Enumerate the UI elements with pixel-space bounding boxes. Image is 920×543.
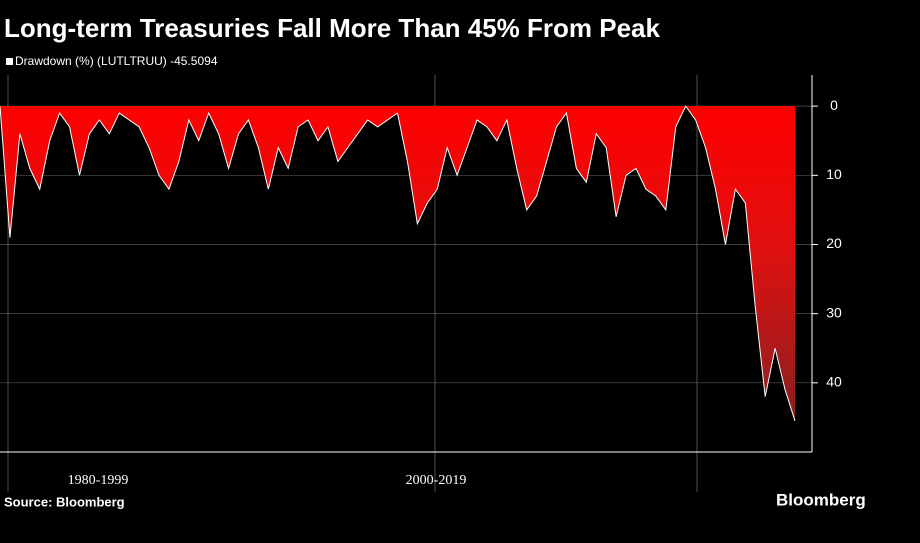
legend-label: Drawdown (%) (LUTLTRUU) -45.5094 <box>15 54 218 68</box>
period-label: 1980-1999 <box>68 473 129 488</box>
y-tick-label: 30 <box>826 304 842 320</box>
y-tick-label: 10 <box>826 166 842 182</box>
y-tick-label: 20 <box>826 235 842 251</box>
period-label: 2000-2019 <box>406 473 467 488</box>
brand-logo: Bloomberg <box>776 490 866 509</box>
drawdown-area <box>0 106 795 421</box>
legend-swatch <box>6 58 13 65</box>
chart-title: Long-term Treasuries Fall More Than 45% … <box>4 13 661 43</box>
drawdown-line <box>0 105 796 422</box>
source: Source: Bloomberg <box>4 494 125 509</box>
y-tick-label: 0 <box>830 97 838 113</box>
y-tick-label: 40 <box>826 374 842 390</box>
